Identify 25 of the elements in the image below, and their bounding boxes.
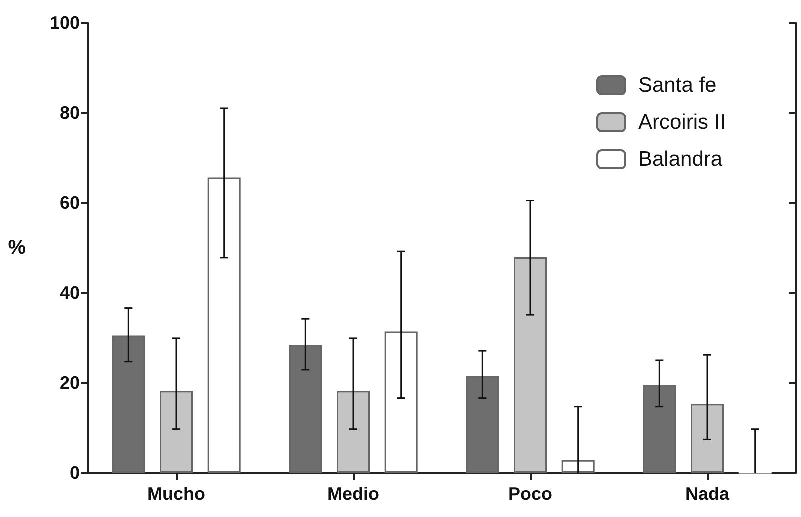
bar — [562, 460, 595, 473]
bar — [514, 257, 547, 473]
bar — [691, 404, 724, 473]
legend-label: Santa fe — [638, 74, 717, 97]
bar — [112, 336, 146, 473]
y-tick-label: 0 — [70, 463, 80, 483]
y-tick-label: 100 — [50, 13, 80, 33]
bar — [289, 345, 322, 473]
bar — [466, 376, 500, 473]
legend-label: Arcoiris II — [638, 111, 726, 134]
bar — [160, 391, 193, 473]
y-axis-title: % — [8, 237, 26, 259]
bar — [337, 391, 370, 473]
x-tick-label: Mucho — [148, 484, 206, 504]
bar — [384, 332, 418, 473]
y-tick-label: 20 — [60, 373, 80, 393]
x-tick-label: Medio — [328, 484, 380, 504]
x-tick-label: Nada — [685, 484, 730, 504]
y-tick-label: 60 — [60, 193, 80, 213]
bar — [643, 385, 676, 473]
bar — [208, 178, 241, 473]
y-tick-label: 40 — [60, 283, 80, 303]
y-tick-label: 80 — [60, 103, 80, 123]
legend-label: Balandra — [638, 148, 723, 171]
x-tick-label: Poco — [508, 484, 553, 504]
